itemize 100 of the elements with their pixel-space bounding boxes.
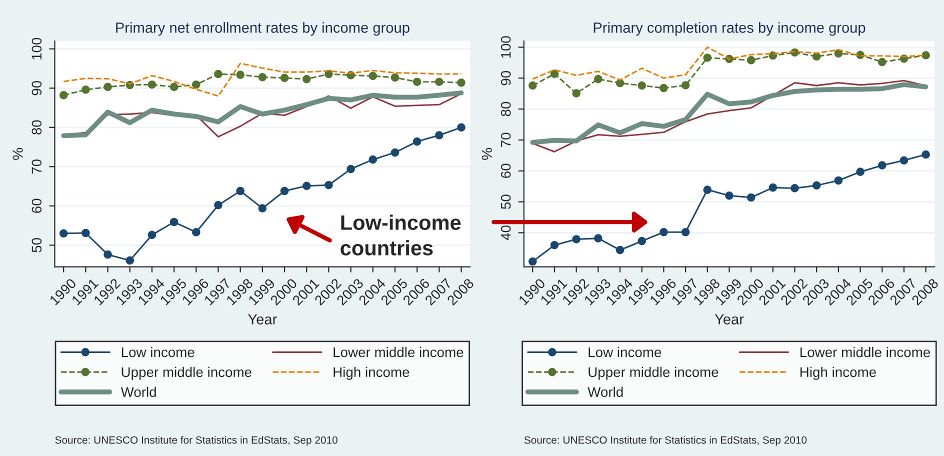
- y-tick-label: 80: [500, 102, 511, 116]
- point: [616, 246, 624, 254]
- chart-title: Primary completion rates by income group: [594, 22, 866, 36]
- point: [834, 49, 843, 58]
- point: [703, 186, 712, 194]
- legend-label: Upper middle income: [588, 366, 718, 380]
- y-tick-label: 60: [500, 164, 511, 178]
- point: [412, 137, 422, 146]
- point: [550, 70, 559, 78]
- point: [82, 228, 90, 238]
- point: [550, 240, 559, 250]
- point: [457, 123, 466, 132]
- point: [126, 256, 134, 265]
- source-note: Source: UNESCO Institute for Statistics in EdStats, Sep 2010: [55, 436, 338, 446]
- point: [390, 73, 400, 82]
- legend-label: Lower middle income: [800, 346, 930, 358]
- point: [368, 72, 378, 80]
- y-tick-label: 100: [500, 36, 511, 58]
- point: [681, 228, 690, 236]
- point: [638, 81, 646, 90]
- y-tick-label: 50: [32, 238, 42, 252]
- point: [59, 229, 68, 238]
- point: [594, 74, 602, 84]
- point: [148, 80, 156, 89]
- line-series: [62, 62, 462, 97]
- legend-label: Low income: [122, 346, 194, 358]
- point: [104, 82, 112, 92]
- point: [368, 155, 378, 164]
- point: [170, 82, 178, 92]
- point: [834, 176, 843, 185]
- point: [302, 182, 311, 190]
- x-axis-title: Year: [714, 314, 744, 324]
- point: [192, 80, 200, 89]
- point: [790, 184, 799, 192]
- point: [346, 164, 355, 174]
- point: [572, 89, 581, 98]
- point: [258, 72, 267, 82]
- point: [768, 183, 778, 192]
- legend-label: Upper middle income: [122, 366, 252, 380]
- y-axis-title: %: [12, 148, 23, 160]
- point: [900, 156, 908, 165]
- legend-label: Low income: [588, 346, 662, 358]
- point: [812, 52, 821, 61]
- point: [457, 78, 466, 87]
- x-axis-title: Year: [248, 314, 277, 324]
- annotation: Low-income countries: [340, 214, 461, 256]
- chart-title: Primary net enrollment rates by income group: [116, 22, 410, 36]
- point: [214, 70, 222, 78]
- point: [59, 91, 68, 100]
- point: [681, 81, 690, 90]
- point: [660, 228, 668, 236]
- point: [528, 81, 537, 90]
- point: [390, 148, 400, 157]
- point: [412, 78, 422, 86]
- point: [703, 54, 712, 62]
- y-tick-label: 40: [500, 226, 511, 240]
- point: [324, 70, 333, 78]
- point: [746, 56, 756, 64]
- point: [746, 193, 756, 202]
- y-tick-label: 80: [32, 120, 42, 135]
- y-tick-label: 70: [500, 132, 511, 147]
- point: [236, 186, 245, 196]
- point: [82, 86, 90, 94]
- legend-label: Lower middle income: [334, 346, 464, 358]
- point: [148, 230, 156, 240]
- point: [616, 78, 624, 88]
- point: [324, 180, 333, 190]
- legend-label: World: [120, 386, 156, 397]
- point: [660, 84, 668, 92]
- point: [170, 218, 178, 226]
- y-tick-label: 70: [32, 159, 42, 174]
- point: [280, 186, 289, 196]
- y-tick-label: 90: [32, 80, 42, 96]
- point: [922, 150, 930, 159]
- point: [214, 200, 222, 210]
- point: [812, 181, 821, 190]
- point: [435, 78, 444, 86]
- point: [435, 131, 444, 140]
- point: [922, 51, 930, 60]
- legend-label: High income: [800, 366, 876, 380]
- point: [594, 234, 602, 242]
- y-tick-label: 100: [32, 38, 42, 60]
- y-axis-title: %: [482, 148, 492, 160]
- legend-label: High income: [334, 366, 410, 380]
- y-tick-label: 60: [32, 198, 42, 213]
- point: [878, 161, 886, 170]
- point: [236, 70, 245, 79]
- point: [104, 250, 112, 259]
- legend-label: World: [588, 386, 623, 397]
- point: [280, 74, 289, 82]
- point: [638, 236, 646, 246]
- point: [725, 191, 734, 200]
- point: [258, 204, 267, 212]
- point: [302, 74, 311, 84]
- source-note: Source: UNESCO Institute for Statistics in EdStats, Sep 2010: [524, 436, 807, 446]
- y-tick-label: 50: [500, 194, 511, 209]
- point: [572, 235, 581, 244]
- point: [528, 257, 537, 266]
- y-tick-label: 90: [500, 70, 511, 86]
- point: [192, 228, 200, 236]
